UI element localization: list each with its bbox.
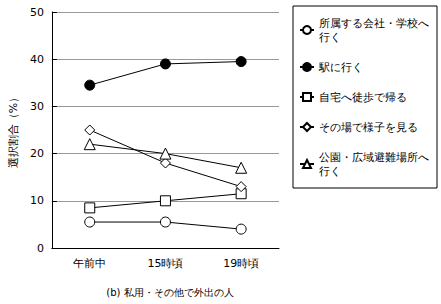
svg-text:20: 20 <box>30 147 44 160</box>
svg-text:50: 50 <box>30 6 44 19</box>
svg-text:0: 0 <box>37 242 44 255</box>
svg-text:15時頃: 15時頃 <box>147 257 183 270</box>
svg-text:公園・広域避難場所へ: 公園・広域避難場所へ <box>319 151 429 164</box>
svg-text:40: 40 <box>30 53 44 66</box>
svg-text:駅に行く: 駅に行く <box>318 61 363 74</box>
svg-text:(b) 私用・その他で外出の人: (b) 私用・その他で外出の人 <box>106 287 233 298</box>
svg-text:30: 30 <box>30 100 44 113</box>
svg-text:10: 10 <box>30 194 44 207</box>
svg-text:所属する会社・学校へ: 所属する会社・学校へ <box>319 17 429 30</box>
svg-text:選択割合（%）: 選択割合（%） <box>7 92 20 168</box>
svg-text:19時頃: 19時頃 <box>223 257 259 270</box>
svg-text:その場で様子を見る: その場で様子を見る <box>319 121 418 134</box>
svg-text:行く: 行く <box>319 31 341 44</box>
svg-text:自宅へ徒歩で帰る: 自宅へ徒歩で帰る <box>319 91 407 104</box>
svg-text:午前中: 午前中 <box>73 257 106 270</box>
svg-text:行く: 行く <box>319 165 341 178</box>
